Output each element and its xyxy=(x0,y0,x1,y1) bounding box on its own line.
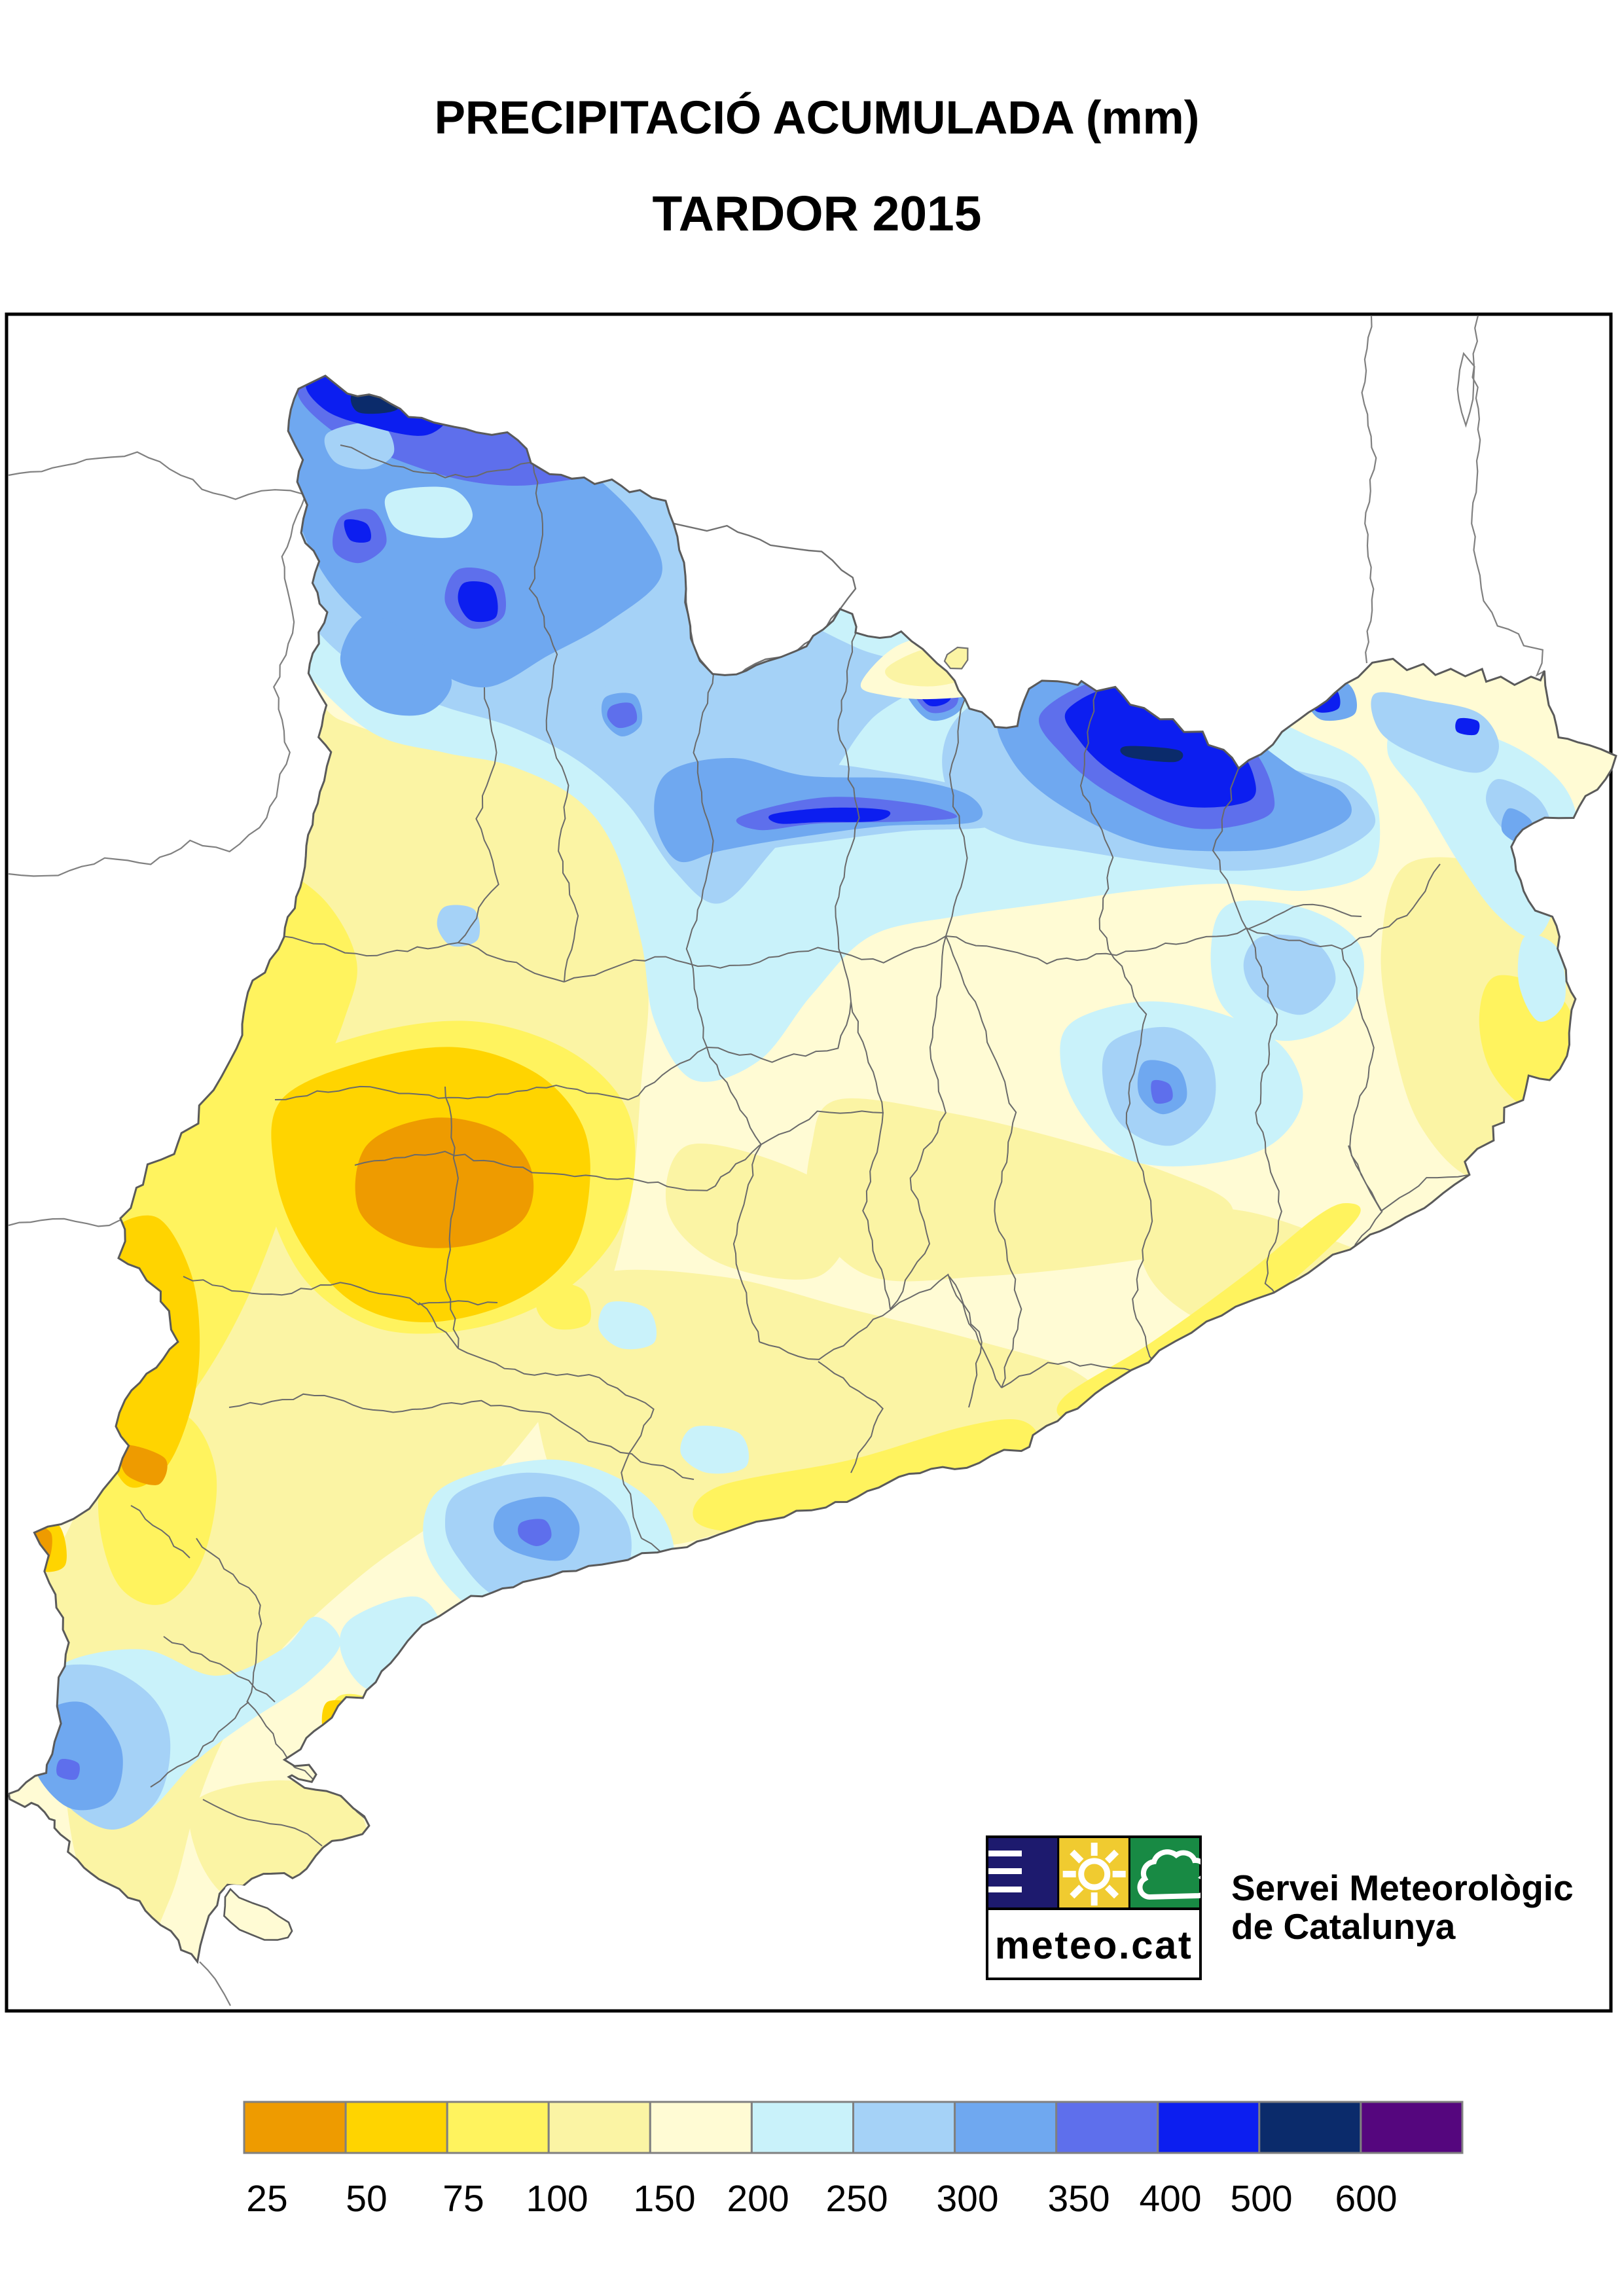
svg-text:350: 350 xyxy=(1047,2178,1110,2220)
svg-text:de Catalunya: de Catalunya xyxy=(1231,1906,1456,1947)
svg-text:600: 600 xyxy=(1335,2178,1397,2220)
svg-text:200: 200 xyxy=(727,2178,789,2220)
svg-text:TARDOR 2015: TARDOR 2015 xyxy=(653,186,982,241)
svg-text:Servei Meteorològic: Servei Meteorològic xyxy=(1231,1868,1574,1908)
svg-text:250: 250 xyxy=(825,2178,888,2220)
svg-text:300: 300 xyxy=(936,2178,998,2220)
svg-text:25: 25 xyxy=(246,2178,287,2220)
svg-text:meteo.cat: meteo.cat xyxy=(995,1923,1193,1967)
svg-text:400: 400 xyxy=(1139,2178,1201,2220)
svg-text:150: 150 xyxy=(633,2178,695,2220)
svg-text:500: 500 xyxy=(1230,2178,1292,2220)
svg-text:50: 50 xyxy=(346,2178,387,2220)
svg-text:100: 100 xyxy=(526,2178,588,2220)
svg-text:PRECIPITACIÓ ACUMULADA (mm): PRECIPITACIÓ ACUMULADA (mm) xyxy=(435,92,1200,144)
svg-text:75: 75 xyxy=(442,2178,484,2220)
